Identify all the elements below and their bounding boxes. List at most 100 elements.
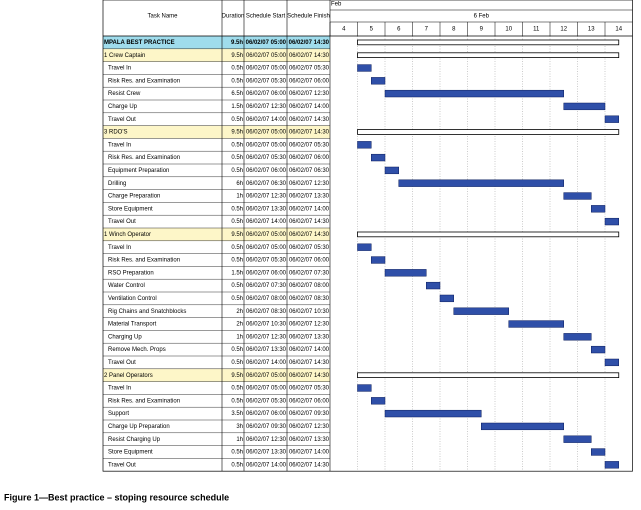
finish-time: 06/02/07 14:00 [289, 450, 330, 456]
task-bar [604, 217, 619, 226]
duration: 0.5h [231, 168, 243, 174]
task-bar [357, 141, 372, 149]
start-time: 06/02/07 05:00 [246, 40, 287, 46]
duration: 1h [236, 194, 243, 200]
finish-time: 06/02/07 14:00 [289, 347, 330, 353]
task-name: Travel In [108, 66, 131, 72]
hour-label: 12 [560, 27, 567, 33]
task-bar [563, 333, 592, 341]
start-time: 06/02/07 10:30 [246, 322, 287, 328]
duration: 0.5h [231, 142, 243, 148]
task-bar [591, 205, 606, 213]
task-name: Risk Res. and Examination [108, 398, 180, 404]
start-time: 06/02/07 06:00 [246, 411, 287, 417]
summary-bar [357, 129, 620, 135]
task-name: Material Transport [108, 322, 157, 328]
task-bar [371, 397, 386, 405]
table-border [102, 0, 633, 472]
column-header: Schedule Finish [287, 14, 330, 20]
duration: 1h [236, 437, 243, 443]
summary-bar [357, 52, 620, 58]
task-name: MPALA BEST PRACTICE [104, 40, 175, 46]
start-time: 06/02/07 07:30 [246, 283, 287, 289]
duration: 1h [236, 334, 243, 340]
task-bar [591, 448, 606, 456]
task-bar [481, 422, 564, 431]
start-time: 06/02/07 05:00 [246, 142, 287, 148]
start-time: 06/02/07 13:30 [246, 450, 287, 456]
finish-time: 06/02/07 13:30 [289, 334, 330, 340]
finish-time: 06/02/07 14:00 [289, 206, 330, 212]
start-time: 06/02/07 12:30 [246, 194, 287, 200]
task-bar [453, 307, 509, 315]
finish-time: 06/02/07 14:00 [289, 104, 330, 110]
finish-time: 06/02/07 13:30 [289, 194, 330, 200]
task-bar [604, 358, 619, 367]
task-name: 3 RDO'S [104, 130, 127, 136]
finish-time: 06/02/07 14:30 [289, 130, 330, 136]
duration: 6h [236, 181, 243, 187]
task-name: Travel Out [108, 360, 136, 366]
finish-time: 06/02/07 08:30 [289, 296, 330, 302]
finish-time: 06/02/07 10:30 [289, 309, 330, 315]
task-bar [439, 294, 454, 303]
finish-time: 06/02/07 05:30 [289, 142, 330, 148]
task-bar [357, 243, 372, 251]
task-name: Ventilation Control [108, 296, 157, 302]
task-name: Water Control [108, 283, 145, 289]
finish-time: 06/02/07 14:30 [289, 232, 330, 238]
task-name: Travel Out [108, 117, 136, 123]
task-name: Charge Up [108, 104, 138, 110]
duration: 0.5h [231, 245, 243, 251]
finish-time: 06/02/07 06:00 [289, 78, 330, 84]
start-time: 06/02/07 12:30 [246, 437, 287, 443]
hour-label: 10 [505, 27, 512, 33]
task-bar [371, 153, 386, 162]
finish-time: 06/02/07 14:30 [289, 219, 330, 225]
task-name: Charge Preparation [108, 194, 160, 200]
start-time: 06/02/07 05:00 [246, 245, 287, 251]
task-name: 1 Crew Captain [104, 53, 145, 59]
finish-time: 06/02/07 06:00 [289, 155, 330, 161]
duration: 0.5h [231, 78, 243, 84]
duration: 0.5h [231, 386, 243, 392]
task-bar [398, 179, 564, 187]
finish-time: 06/02/07 05:30 [289, 386, 330, 392]
start-time: 06/02/07 05:00 [246, 66, 287, 72]
task-name: Resist Crew [108, 91, 141, 97]
task-bar [371, 256, 386, 264]
task-name: Travel Out [108, 219, 136, 225]
duration: 0.5h [231, 66, 243, 72]
finish-time: 06/02/07 06:30 [289, 168, 330, 174]
start-time: 06/02/07 14:00 [246, 360, 287, 366]
figure-caption: Figure 1—Best practice – stoping resourc… [4, 492, 229, 502]
task-name: Charging Up [108, 334, 142, 340]
start-time: 06/02/07 05:00 [246, 130, 287, 136]
finish-time: 06/02/07 06:00 [289, 398, 330, 404]
finish-time: 06/02/07 14:30 [289, 462, 330, 468]
duration: 2h [236, 322, 243, 328]
summary-bar [357, 39, 620, 46]
hour-label: 5 [370, 27, 374, 33]
duration: 0.5h [231, 258, 243, 264]
duration: 3h [236, 424, 243, 430]
finish-time: 06/02/07 07:30 [289, 270, 330, 276]
task-name: Travel Out [108, 462, 136, 468]
task-name: Rig Chains and Snatchblocks [108, 309, 186, 315]
start-time: 06/02/07 05:30 [246, 78, 287, 84]
hour-label: 4 [342, 27, 346, 33]
finish-time: 06/02/07 12:30 [289, 181, 330, 187]
task-name: Risk Res. and Examination [108, 155, 180, 161]
finish-time: 06/02/07 09:30 [289, 411, 330, 417]
duration: 0.5h [231, 206, 243, 212]
task-name: Drilling [108, 181, 126, 187]
hour-label: 11 [533, 27, 540, 33]
task-name: Travel In [108, 245, 131, 251]
duration: 1.5h [231, 270, 243, 276]
task-bar [384, 166, 399, 175]
start-time: 06/02/07 05:30 [246, 155, 287, 161]
task-bar [384, 269, 427, 277]
task-bar [426, 281, 441, 290]
task-bar [591, 345, 606, 354]
task-bar [563, 102, 606, 111]
